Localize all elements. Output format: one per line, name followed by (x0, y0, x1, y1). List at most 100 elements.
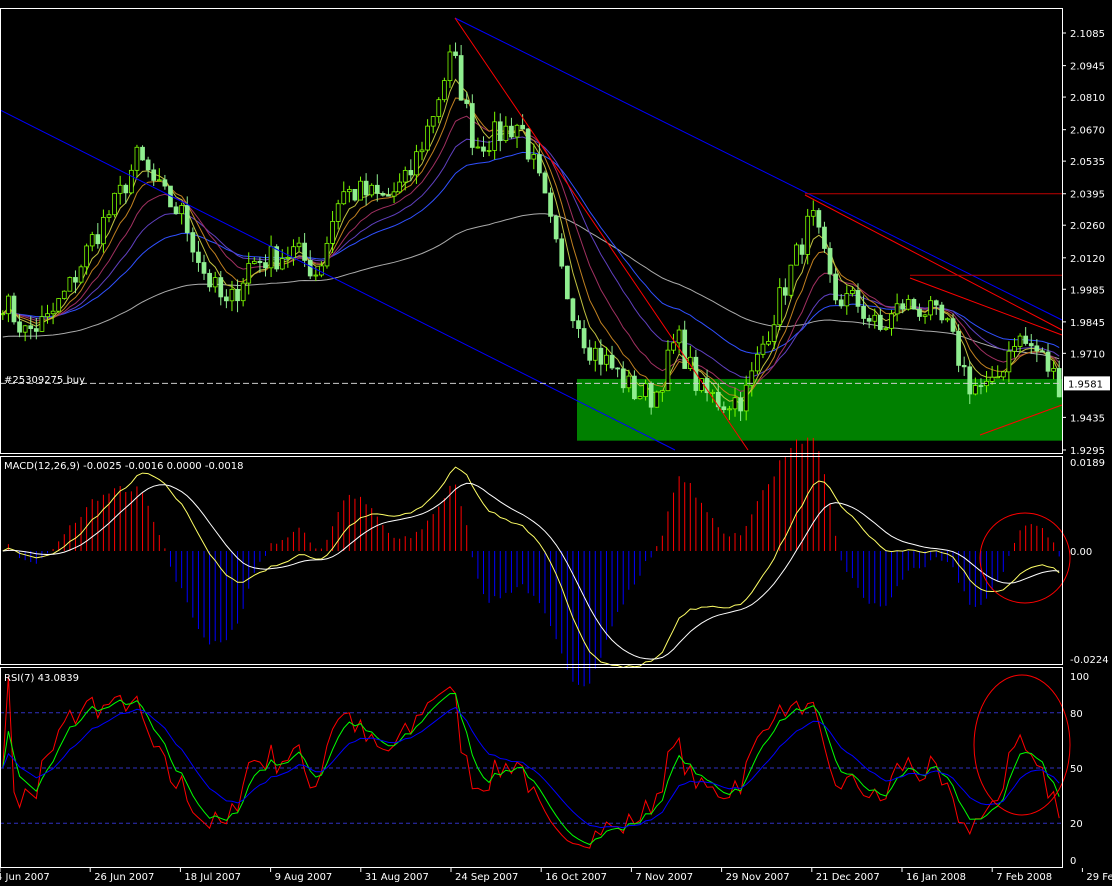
candle-body (22, 325, 28, 333)
candle-body (447, 51, 453, 82)
macd-label: MACD(12,26,9) -0.0025 -0.0016 0.0000 -0.… (4, 461, 243, 472)
candle-body (581, 328, 587, 349)
candle-body (358, 180, 363, 201)
candle-body (810, 210, 816, 217)
candle-body (374, 184, 380, 194)
candle-body (525, 128, 531, 160)
candle-body (961, 364, 967, 368)
candle-body (229, 288, 235, 302)
candle-body (643, 383, 648, 397)
trendline (804, 194, 1063, 331)
candle-body (257, 260, 263, 264)
candle-body (218, 277, 224, 298)
date-tick-label: 18 Jul 2007 (184, 872, 241, 883)
candle-body (1028, 343, 1034, 347)
candle-body (905, 299, 911, 310)
price-tick-label: 1.9295 (1070, 446, 1105, 457)
candle-body (766, 341, 771, 345)
candle-body (738, 397, 743, 412)
candle-body (475, 146, 481, 149)
candle-body (704, 378, 710, 394)
candle-body (1051, 368, 1056, 372)
candle-body (967, 366, 973, 395)
candle-body (39, 316, 45, 332)
candle-body (11, 295, 17, 323)
candle-body (682, 329, 688, 369)
candle-body (732, 397, 738, 410)
candle-body (911, 299, 917, 310)
candle-body (246, 263, 252, 284)
ma-34 (2, 151, 1060, 354)
candle-body (727, 408, 732, 411)
candle-body (397, 181, 403, 193)
candle-body (285, 256, 291, 259)
price-tick-label: 2.0945 (1070, 62, 1105, 73)
trendline (909, 277, 1063, 336)
date-tick-label: 26 Jun 2007 (94, 872, 154, 883)
price-tick-label: 2.1085 (1070, 29, 1105, 40)
candle-body (743, 384, 749, 412)
candle-body (414, 151, 419, 176)
candle-body (458, 55, 464, 101)
candle-body (922, 314, 928, 317)
candle-body (564, 265, 570, 300)
candle-body (430, 116, 436, 127)
ma-8 (2, 97, 1060, 400)
candle-body (531, 154, 537, 160)
candle-body (61, 290, 67, 299)
candle-body (514, 124, 520, 138)
candle-body (492, 121, 498, 151)
rsi-line (2, 675, 1060, 849)
ma-13 (2, 115, 1060, 392)
price-tick-label: 2.0670 (1070, 126, 1105, 137)
candle-body (307, 259, 313, 277)
candle-body (788, 264, 794, 296)
rsi-tick-label: 50 (1070, 764, 1083, 775)
annotation-ellipse (973, 674, 1071, 816)
price-tick-label: 2.0120 (1070, 254, 1105, 265)
candle-body (570, 298, 576, 322)
candle-body (872, 314, 878, 322)
candle-body (794, 244, 799, 266)
candle-body (866, 318, 872, 322)
candle-body (419, 149, 425, 153)
date-tick-label: 29 Feb 2008 (1086, 872, 1112, 883)
candle-body (324, 242, 330, 267)
candle-body (816, 210, 822, 228)
candle-body (598, 347, 604, 365)
candle-body (520, 124, 525, 130)
candle-body (833, 273, 838, 301)
rsi-ma-fast (2, 692, 1060, 846)
candle-body (442, 80, 447, 101)
date-tick-label: 21 Dec 2007 (816, 872, 880, 883)
candle-body (604, 354, 609, 365)
candle-body (659, 390, 665, 393)
candle-body (268, 246, 274, 269)
candle-body (50, 310, 56, 315)
candle-body (469, 103, 475, 148)
candle-body (676, 329, 682, 344)
candle-body (827, 248, 833, 275)
candle-body (587, 347, 593, 361)
candle-body (855, 290, 861, 307)
candle-body (956, 330, 961, 366)
candle-body (151, 169, 157, 181)
candle-body (123, 184, 129, 194)
candle-body (156, 179, 162, 182)
macd-tick-label: -0.0224 (1070, 655, 1109, 666)
candle-body (179, 205, 185, 215)
candle-body (900, 303, 906, 310)
candle-body (537, 154, 542, 174)
candle-body (1012, 346, 1017, 352)
candle-body (486, 149, 492, 152)
candle-body (945, 318, 950, 321)
rsi-label: RSI(7) 43.0839 (4, 673, 79, 684)
macd-frame (0, 456, 1063, 665)
candle-body (917, 308, 922, 317)
candle-body (346, 188, 352, 193)
candle-body (201, 262, 207, 274)
candle-body (17, 321, 22, 333)
candle-body (989, 376, 995, 382)
candle-body (89, 234, 95, 247)
